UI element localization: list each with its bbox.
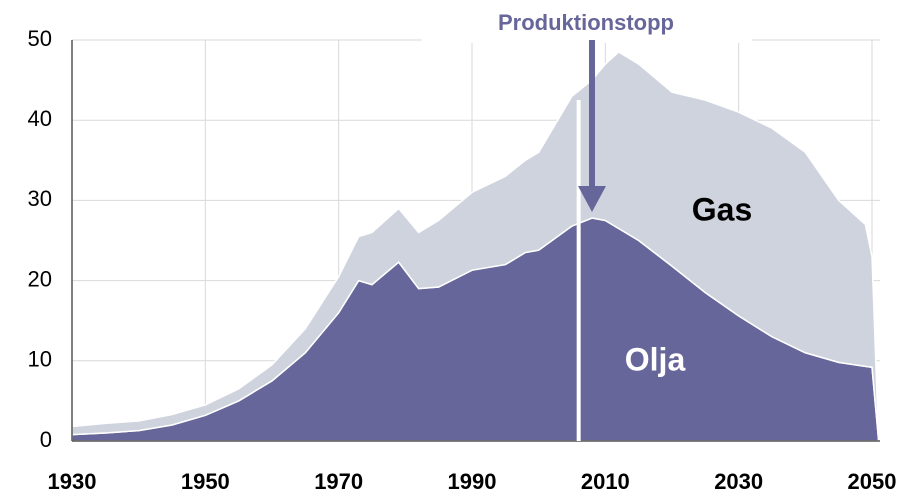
x-tick-label: 1950	[181, 469, 230, 494]
series-label: Olja	[625, 341, 686, 377]
y-tick-label: 20	[28, 266, 52, 291]
area	[71, 51, 880, 442]
y-tick-label: 40	[28, 106, 52, 131]
annotation: Produktionstopp	[498, 10, 674, 35]
x-tick-label: 1970	[314, 469, 363, 494]
x-tick-label: 2050	[848, 469, 897, 494]
series-label: Gas	[692, 191, 752, 227]
arrow-head	[578, 186, 606, 213]
y-tick-label: 10	[28, 347, 52, 372]
x-tick-label: 2030	[714, 469, 763, 494]
y-tick-label: 50	[28, 26, 52, 51]
annotation-bg	[422, 5, 752, 43]
y-tick-label: 0	[40, 427, 52, 452]
x-tick-label: 2010	[581, 469, 630, 494]
x-tick-label: 1990	[448, 469, 497, 494]
x-tick-label: 1930	[48, 469, 97, 494]
y-tick-label: 30	[28, 186, 52, 211]
